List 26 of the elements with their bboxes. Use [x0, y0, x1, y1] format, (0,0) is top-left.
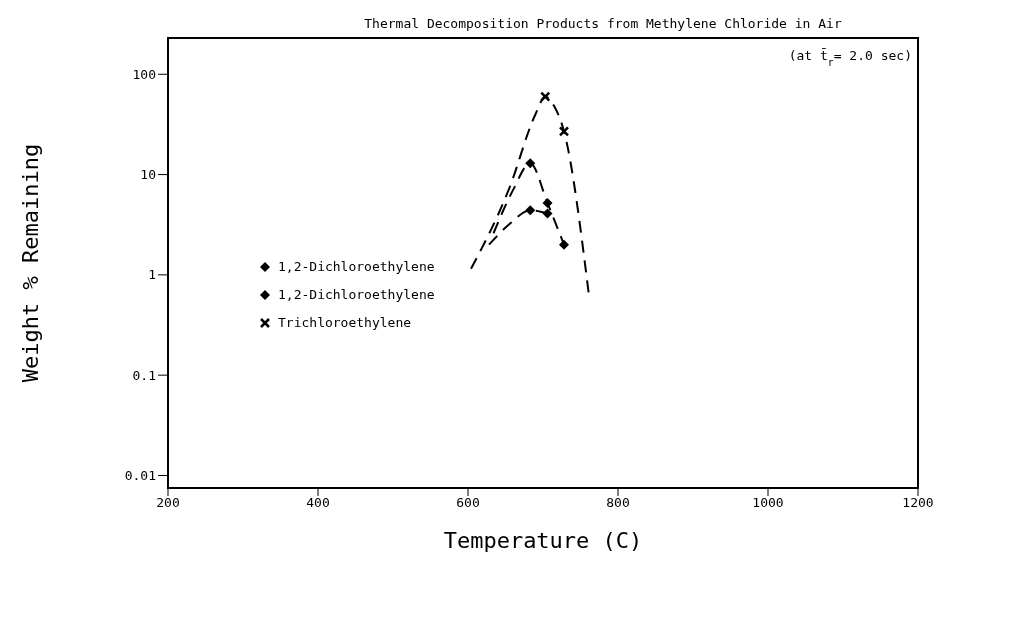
x-tick-label: 400 [306, 495, 330, 511]
chart-title: Thermal Decomposition Products from Methylene Chloride in Air [364, 16, 842, 31]
y-tick-label: 10 [140, 167, 156, 183]
y-tick-label: 100 [132, 66, 156, 82]
x-tick-label: 200 [156, 495, 180, 511]
point [542, 208, 553, 219]
x-axis-title: Temperature (C) [443, 528, 643, 553]
point [542, 198, 553, 209]
x-tick-label: 1000 [752, 495, 784, 511]
point [525, 158, 536, 169]
point [558, 126, 570, 137]
y-tick-label: 0.01 [124, 468, 156, 484]
y-tick-label: 0.1 [132, 367, 156, 383]
x-tick-label: 800 [606, 495, 630, 511]
y-axis-title: Weight % Remaining [18, 143, 43, 383]
x-tick-label: 1200 [902, 495, 934, 511]
annotation: (at t̄$_{r}$= 2.0 sec) [788, 48, 912, 68]
x-tick-label: 600 [456, 495, 480, 511]
point [525, 205, 536, 216]
line-series [470, 95, 590, 295]
legend-label: 1,2-Dichloroethylene [278, 258, 435, 276]
y-tick-label: 1 [148, 267, 156, 283]
point [540, 91, 551, 102]
legend-label: Trichloroethylene [278, 314, 412, 332]
point [559, 239, 569, 250]
legend-label: 1,2-Dichloroethylene [278, 286, 435, 304]
